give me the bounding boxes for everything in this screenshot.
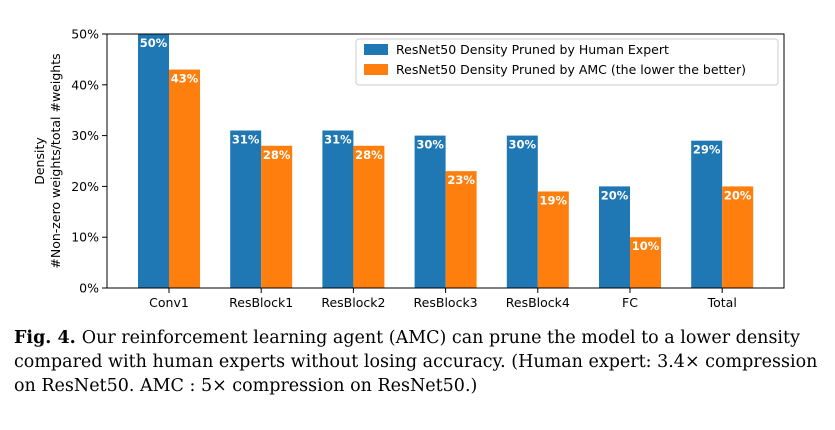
legend-swatch-amc	[364, 64, 388, 75]
data-label-human-expert: 31%	[324, 133, 352, 147]
legend-box	[355, 38, 779, 86]
x-tick-label: ResBlock1	[229, 295, 293, 310]
data-label-human-expert: 50%	[140, 36, 168, 50]
y-tick-label: 40%	[71, 77, 99, 92]
bar-human-expert	[138, 34, 169, 288]
data-label-human-expert: 30%	[509, 138, 537, 152]
legend-swatch-human	[364, 44, 388, 55]
x-tick-label: Total	[707, 295, 737, 310]
y-tick-label: 50%	[71, 27, 99, 42]
x-tick-label: Conv1	[149, 295, 189, 310]
data-label-amc: 20%	[724, 188, 752, 202]
y-tick-label: 30%	[71, 128, 99, 143]
plot-frame	[106, 33, 785, 289]
legend-label-human: ResNet50 Density Pruned by Human Expert	[396, 42, 669, 57]
data-label-human-expert: 29%	[693, 143, 721, 157]
legend-label-amc: ResNet50 Density Pruned by AMC (the lowe…	[396, 62, 746, 77]
y-axis-label-line2: #Non-zero weights/total #weights	[48, 53, 63, 268]
y-tick-label: 0%	[79, 281, 99, 296]
x-tick-label: FC	[622, 295, 638, 310]
caption-label: Fig. 4.	[14, 328, 76, 348]
bar-amc	[630, 237, 661, 288]
bar-human-expert	[691, 140, 723, 288]
bar-amc	[537, 191, 569, 288]
y-tick-label: 10%	[71, 230, 99, 245]
bar-amc	[353, 145, 385, 288]
y-axis-label-line1: Density	[32, 137, 47, 185]
data-label-human-expert: 20%	[601, 188, 629, 202]
bars-layer: 50%43%31%28%31%28%30%23%30%19% 20%10%29%2…	[138, 34, 754, 288]
data-label-amc: 23%	[447, 173, 475, 187]
bar-human-expert	[414, 135, 446, 288]
bar-chart: 50%43%31%28%31%28%30%23%30%19% 20%10%29%2…	[32, 27, 785, 311]
bar-amc	[169, 69, 200, 288]
data-label-amc: 43%	[171, 72, 199, 86]
x-tick-label: ResBlock4	[506, 295, 570, 310]
x-tick-label: ResBlock2	[321, 295, 385, 310]
data-label-amc: 10%	[632, 239, 660, 253]
y-tick-label: 20%	[71, 179, 99, 194]
bar-amc	[261, 145, 293, 288]
data-label-human-expert: 31%	[232, 133, 260, 147]
data-label-amc: 28%	[355, 148, 383, 162]
bar-human-expert	[322, 130, 354, 288]
bar-human-expert	[506, 135, 538, 288]
data-label-amc: 28%	[263, 148, 291, 162]
data-label-amc: 19%	[540, 193, 568, 207]
bar-amc	[722, 186, 754, 288]
x-tick-label: ResBlock3	[414, 295, 478, 310]
bar-human-expert	[230, 130, 262, 288]
ticks-layer: 0% 10% 20% 30% 40% 50% Conv1 ResBlock1 ResBlock2…	[71, 27, 737, 311]
legend: ResNet50 Density Pruned by Human Expert …	[355, 38, 779, 86]
figure-caption: Fig. 4. Our reinforcement learning agent …	[14, 326, 824, 398]
bar-human-expert	[599, 186, 630, 288]
caption-text: Our reinforcement learning agent (AMC) c…	[14, 328, 818, 396]
bar-amc	[445, 171, 477, 288]
data-label-human-expert: 30%	[416, 138, 444, 152]
